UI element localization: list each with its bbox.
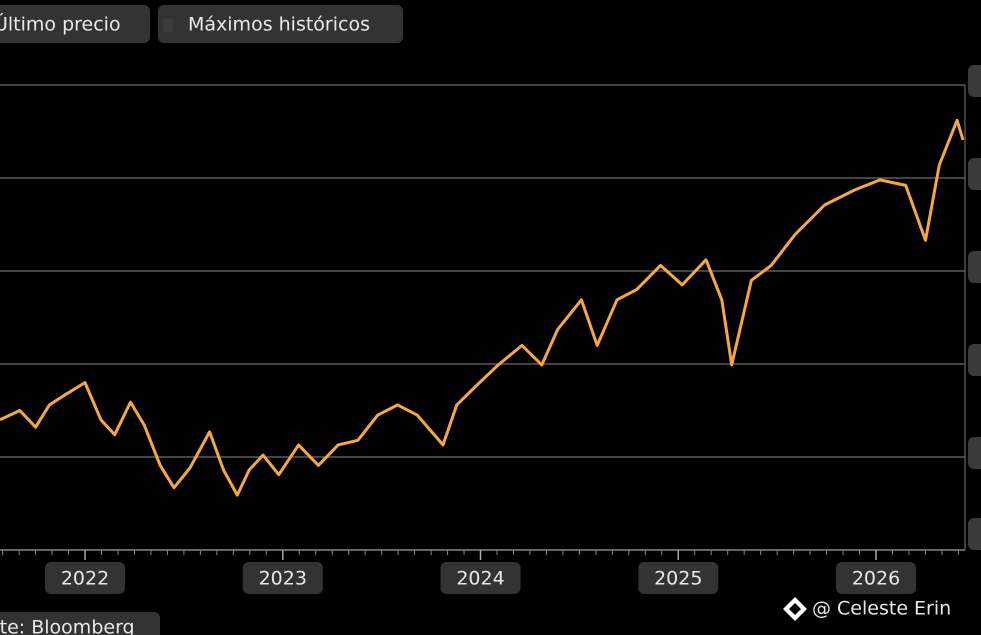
- x-tick-label: 2026: [852, 568, 900, 590]
- x-label-box: [45, 562, 126, 594]
- y-label-box: [968, 344, 981, 376]
- legend: Último precio Máximos históricos: [0, 5, 403, 43]
- price-line: [0, 118, 965, 497]
- watermark: @ Celeste Erin: [812, 598, 951, 620]
- x-tick-label: 2024: [456, 568, 504, 590]
- x-label-box: [836, 562, 917, 594]
- source-box: [0, 612, 160, 635]
- legend-label: Máximos históricos: [188, 14, 370, 36]
- y-label-box: [968, 65, 981, 97]
- legend-box: [0, 5, 150, 43]
- x-label-box: [242, 562, 323, 594]
- x-tick-label: 2023: [259, 568, 307, 590]
- x-label-box: [440, 562, 521, 594]
- y-label-box: [968, 518, 981, 550]
- x-tick-label: 2022: [61, 568, 109, 590]
- source: Fuente: Bloomberg: [0, 617, 135, 635]
- watermark-icon: [783, 597, 807, 621]
- legend-swatch: [163, 18, 173, 32]
- legend-box: [158, 5, 403, 43]
- x-tick-label: 2025: [654, 568, 702, 590]
- y-label-box: [968, 158, 981, 190]
- y-label-box: [968, 437, 981, 469]
- legend-label: Último precio: [0, 12, 121, 36]
- y-label-box: [968, 251, 981, 283]
- x-label-box: [638, 562, 719, 594]
